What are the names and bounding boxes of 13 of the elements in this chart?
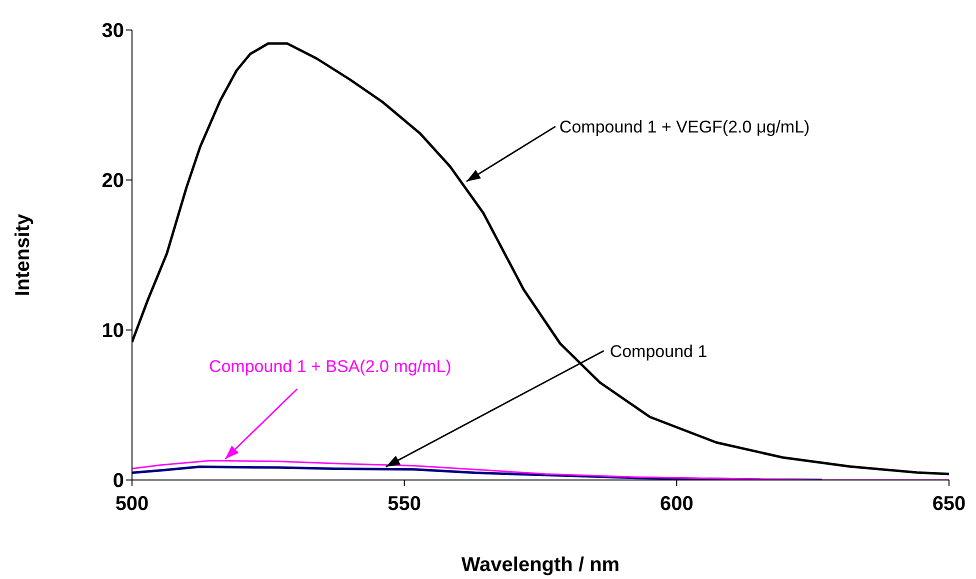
x-axis-title: Wavelength / nm [461,554,620,576]
x-tick-label: 500 [115,493,149,516]
x-tick-label: 650 [932,493,966,516]
y-tick-label: 30 [102,20,124,42]
annotation: Compound 1 [610,342,708,361]
annotation: Compound 1 + BSA(2.0 mg/mL) [208,357,452,376]
annotation: Compound 1 + VEGF(2.0 μg/mL) [559,118,810,136]
y-tick-label: 20 [102,170,124,192]
y-tick-label: 10 [102,320,124,342]
y-tick-label: 0 [112,470,124,492]
x-tick-label: 550 [388,493,422,516]
y-axis-title: Intensity [12,213,34,296]
x-tick-label: 600 [660,493,694,516]
